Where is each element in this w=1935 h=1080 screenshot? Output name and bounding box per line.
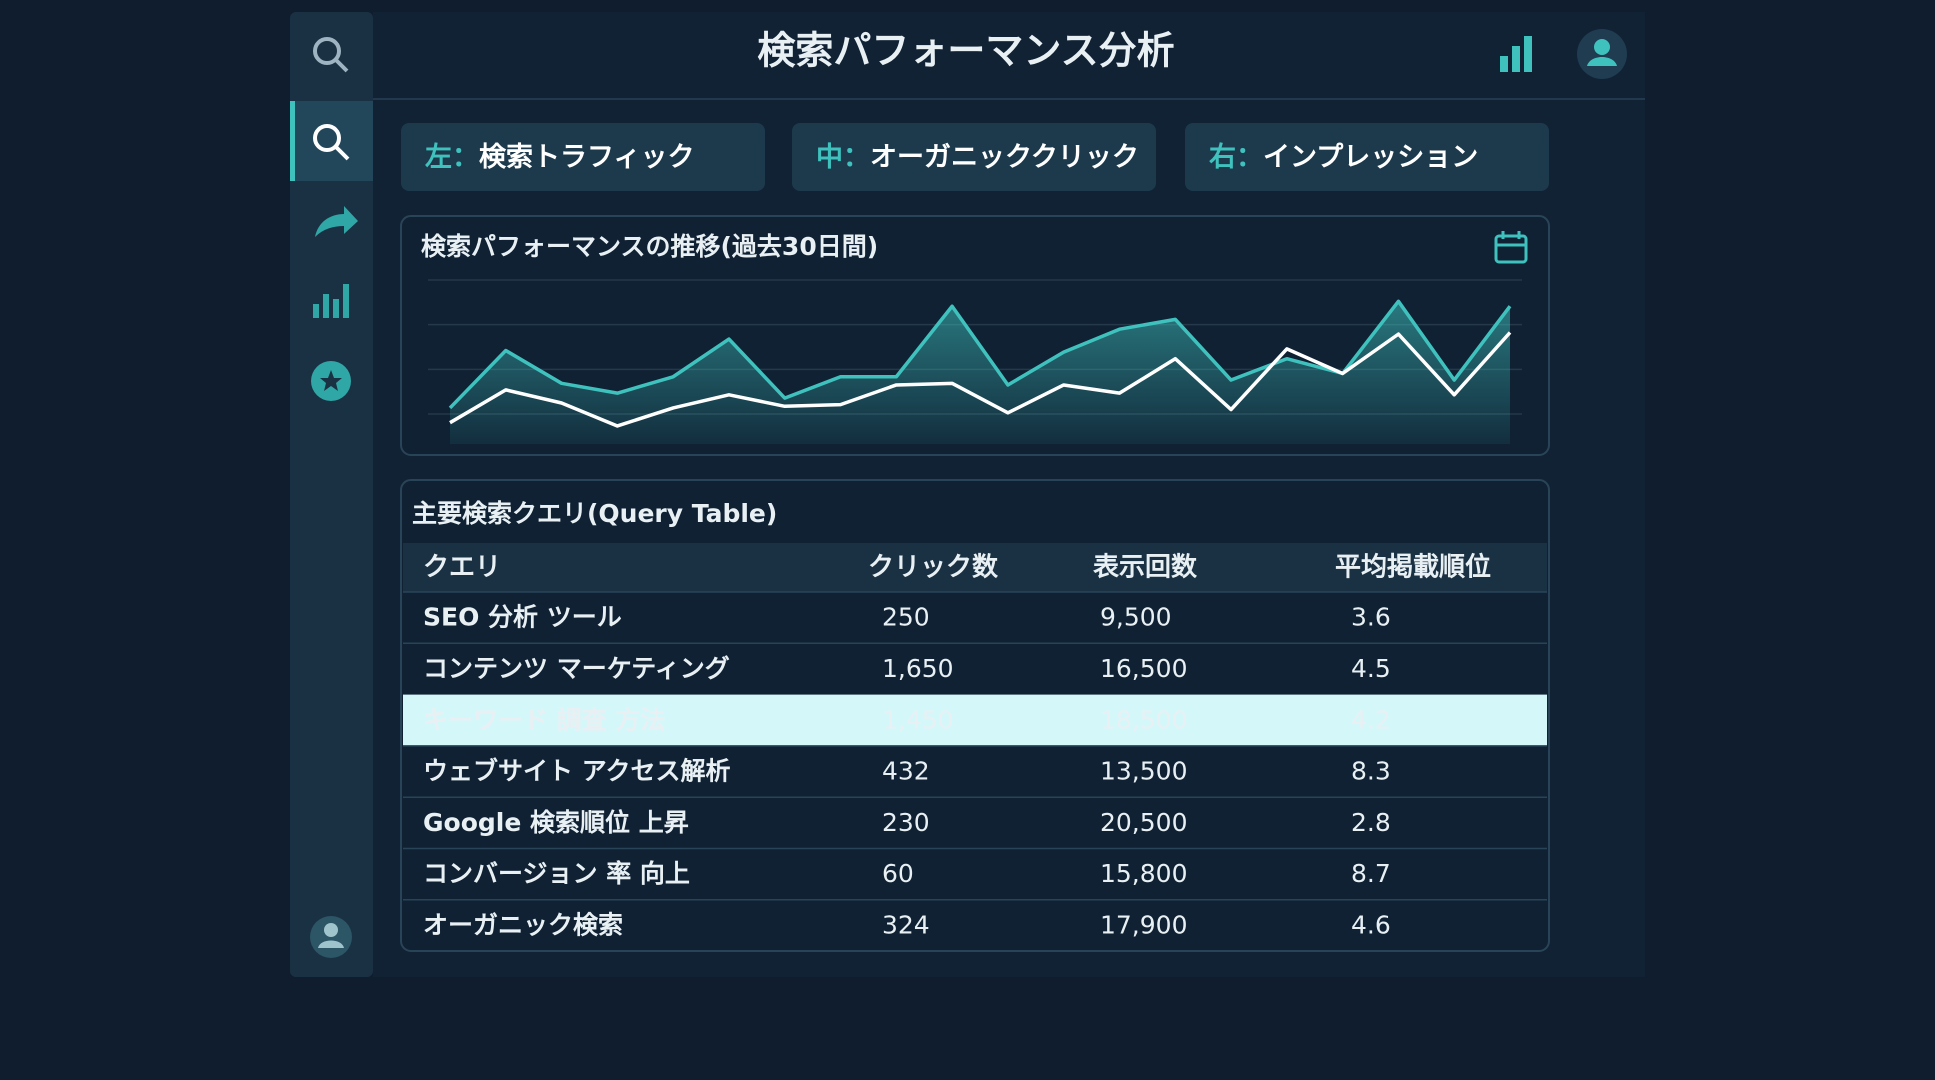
tab-name: オーガニッククリック xyxy=(870,142,1139,173)
legend-tab-label: 左：検索トラフィック xyxy=(425,142,694,173)
query-cell: キーワード 調査 方法 xyxy=(423,705,665,734)
sidebar-search[interactable] xyxy=(313,124,350,161)
table-cell: 13,500 xyxy=(1100,757,1187,786)
header-profile[interactable] xyxy=(1577,29,1627,79)
table-cell: 3.6 xyxy=(1351,603,1391,632)
table-cell: 9,500 xyxy=(1100,603,1172,632)
legend-tab[interactable] xyxy=(1185,123,1549,191)
page-title: 検索パフォーマンス分析 xyxy=(757,29,1174,73)
query-cell: コンバージョン 率 向上 xyxy=(423,859,690,888)
table-cell: 432 xyxy=(882,757,930,786)
tab-prefix: 左： xyxy=(425,142,479,173)
table-cell: 4.6 xyxy=(1351,910,1391,939)
sidebar-favorites[interactable] xyxy=(311,361,351,401)
table-cell: 1,650 xyxy=(882,654,954,683)
table-cell: 60 xyxy=(882,859,914,888)
chart-title: 検索パフォーマンスの推移(過去30日間) xyxy=(421,232,878,261)
sidebar xyxy=(290,12,373,977)
legend-tab[interactable] xyxy=(401,123,765,191)
series-line xyxy=(449,331,1512,428)
table-cell: 8.3 xyxy=(1351,757,1391,786)
sidebar-active-item[interactable] xyxy=(290,101,373,181)
table-cell: 230 xyxy=(882,808,930,837)
query-cell: コンテンツ マーケティング xyxy=(423,654,730,683)
table-cell: 2.8 xyxy=(1351,808,1391,837)
table-cell: 18,500 xyxy=(1100,705,1187,734)
table-cell: 8.7 xyxy=(1351,859,1391,888)
table-cell: 4.2 xyxy=(1351,705,1391,734)
table-cell: 324 xyxy=(882,910,930,939)
tab-name: インプレッション xyxy=(1263,142,1478,173)
table-cell: 1,450 xyxy=(882,705,954,734)
table-cell: 250 xyxy=(882,603,930,632)
query-cell: SEO 分析 ツール xyxy=(423,603,622,632)
calendar-icon[interactable] xyxy=(1494,231,1528,264)
tab-name: 検索トラフィック xyxy=(479,142,694,173)
sidebar-chart[interactable] xyxy=(313,284,349,318)
tab-prefix: 中： xyxy=(816,142,870,173)
highlighted-row[interactable] xyxy=(403,694,1547,746)
column-header: クエリ xyxy=(423,553,501,583)
legend-tab-label: 中：オーガニッククリック xyxy=(816,142,1139,173)
query-cell: ウェブサイト アクセス解析 xyxy=(423,757,730,786)
query-cell: Google 検索順位 上昇 xyxy=(423,808,689,837)
active-indicator xyxy=(290,101,295,181)
column-header: クリック数 xyxy=(868,553,999,583)
column-header: 表示回数 xyxy=(1093,553,1198,583)
table-cell: 17,900 xyxy=(1100,910,1187,939)
table-cell: 20,500 xyxy=(1100,808,1187,837)
tab-prefix: 右： xyxy=(1209,142,1263,173)
table-title: 主要検索クエリ(Query Table) xyxy=(412,499,777,528)
sidebar-share[interactable] xyxy=(315,206,358,237)
table-header xyxy=(403,543,1547,592)
column-header: 平均掲載順位 xyxy=(1335,552,1491,583)
header-chart-icon[interactable] xyxy=(1500,36,1532,72)
table-cell: 4.5 xyxy=(1351,654,1391,683)
sidebar-search-top[interactable] xyxy=(313,37,349,73)
table-cell: 16,500 xyxy=(1100,654,1187,683)
table-cell: 15,800 xyxy=(1100,859,1187,888)
series-area xyxy=(450,301,1510,444)
query-cell: オーガニック検索 xyxy=(423,910,623,939)
legend-tab-label: 右：インプレッション xyxy=(1209,142,1478,173)
sidebar-profile[interactable] xyxy=(310,916,352,958)
legend-tab[interactable] xyxy=(792,123,1156,191)
